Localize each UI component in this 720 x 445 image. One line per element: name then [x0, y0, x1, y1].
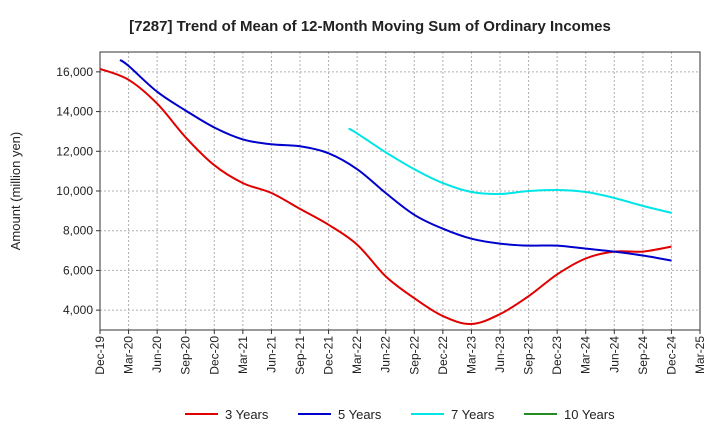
series-lines: [99, 59, 672, 326]
x-tick-label: Jun-22: [379, 336, 393, 373]
x-tick-label: Mar-22: [350, 336, 364, 374]
axes: 4,000 6,000 8,000 10,000 12,000 14,000 16,000 D…: [56, 51, 707, 375]
y-axis-label: Amount (million yen): [8, 132, 23, 251]
y-tick-label: 6,000: [63, 263, 93, 277]
x-tick-label: Jun-21: [264, 336, 278, 373]
series-line-3-years: [99, 67, 672, 326]
y-tick-label: 10,000: [56, 184, 93, 198]
x-tick-label: Jun-20: [150, 336, 164, 373]
x-tick-label: Dec-20: [207, 336, 221, 375]
legend-label: 5 Years: [338, 407, 382, 422]
grid: [99, 52, 701, 330]
legend: 3 Years 5 Years 7 Years 10 Years: [185, 407, 615, 422]
y-tick-label: 8,000: [63, 224, 93, 238]
series-line-5-years: [119, 59, 672, 262]
x-tick-label: Dec-19: [93, 336, 107, 375]
series-line-7-years: [348, 127, 672, 214]
legend-label: 3 Years: [225, 407, 269, 422]
x-tick-label: Mar-23: [464, 336, 478, 374]
x-tick-label: Sep-24: [636, 336, 650, 375]
x-tick-label: Dec-23: [550, 336, 564, 375]
y-tick-label: 4,000: [63, 303, 93, 317]
y-tick-label: 12,000: [56, 144, 93, 158]
chart-title: [7287] Trend of Mean of 12-Month Moving …: [129, 18, 611, 35]
y-tick-label: 14,000: [56, 105, 93, 119]
x-tick-label: Sep-23: [522, 336, 536, 375]
x-tick-label: Dec-21: [322, 336, 336, 375]
x-tick-label: Dec-24: [664, 336, 678, 375]
x-tick-label: Jun-24: [607, 336, 621, 373]
x-tick-label: Mar-25: [693, 336, 707, 374]
y-tick-label: 16,000: [56, 65, 93, 79]
x-tick-label: Jun-23: [493, 336, 507, 373]
x-tick-label: Dec-22: [436, 336, 450, 375]
x-tick-label: Mar-20: [122, 336, 136, 374]
legend-label: 7 Years: [451, 407, 495, 422]
x-tick-label: Mar-24: [579, 336, 593, 374]
x-tick-label: Sep-22: [407, 336, 421, 375]
x-tick-label: Sep-20: [179, 336, 193, 375]
x-tick-label: Sep-21: [293, 336, 307, 375]
legend-label: 10 Years: [564, 407, 615, 422]
x-tick-label: Mar-21: [236, 336, 250, 374]
